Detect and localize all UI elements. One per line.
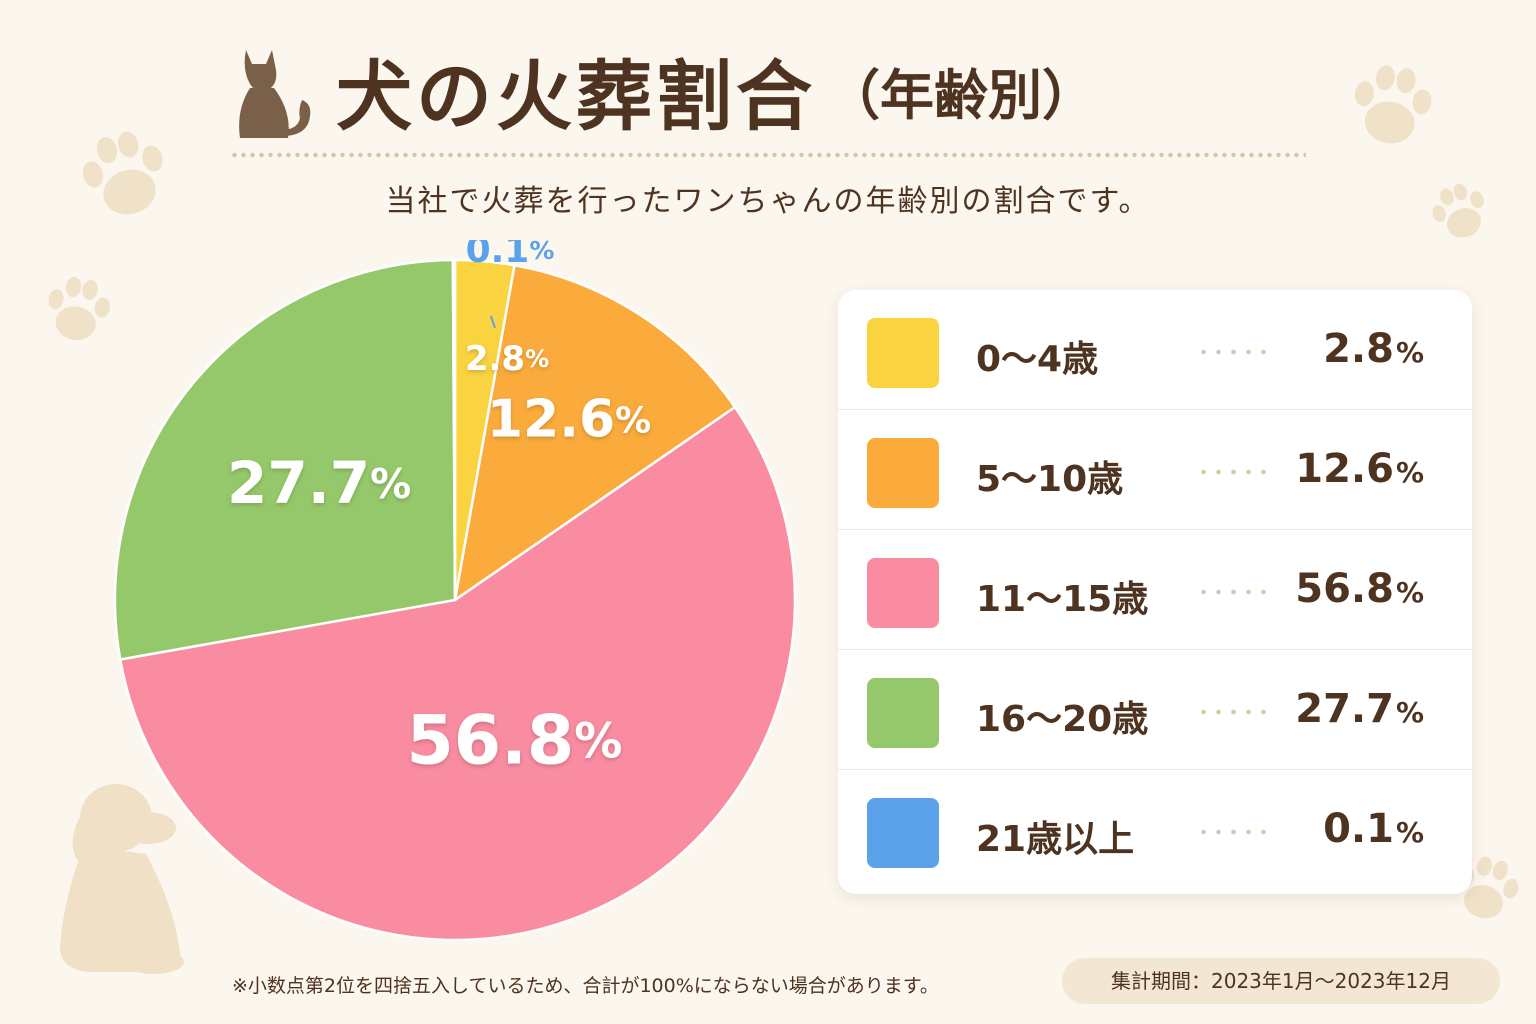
legend-swatch xyxy=(867,318,939,388)
legend-swatch xyxy=(867,438,939,508)
legend-value: 56.8% xyxy=(1295,566,1424,612)
paw-icon xyxy=(1424,176,1496,248)
legend-swatch xyxy=(867,678,939,748)
legend-value: 27.7% xyxy=(1295,686,1424,732)
pie-data-label: 27.7% xyxy=(227,449,411,517)
legend-item: 11～15歳 56.8% xyxy=(838,530,1472,650)
cat-icon xyxy=(222,40,318,140)
legend-dots xyxy=(1196,349,1272,355)
legend-value: 0.1% xyxy=(1323,806,1424,852)
legend-dots xyxy=(1196,829,1272,835)
legend-value: 2.8% xyxy=(1323,326,1424,372)
pie-data-label: 12.6% xyxy=(487,390,651,450)
legend-label: 16～20歳 xyxy=(976,699,1149,740)
paw-icon xyxy=(36,268,120,352)
legend-item: 16～20歳 27.7% xyxy=(838,650,1472,770)
title-wrap: 犬の火葬割合 （年齢別） xyxy=(222,30,1096,150)
legend: 0～4歳 2.8% 5～10歳 12.6% 11～15歳 56.8% 16～20… xyxy=(838,290,1472,894)
legend-label: 21歳以上 xyxy=(976,819,1135,860)
legend-swatch xyxy=(867,798,939,868)
pie-leader-line xyxy=(489,315,496,329)
legend-value: 12.6% xyxy=(1295,446,1424,492)
legend-item: 5～10歳 12.6% xyxy=(838,410,1472,530)
chart-title-sub: （年齢別） xyxy=(826,63,1096,127)
pie-slice-21-plus xyxy=(451,258,457,601)
legend-dots xyxy=(1196,709,1272,715)
legend-swatch xyxy=(867,558,939,628)
chart-title: 犬の火葬割合 xyxy=(336,52,816,141)
legend-dots xyxy=(1196,589,1272,595)
pie-data-label: 0.1% xyxy=(466,240,555,271)
pie-slice-11-15 xyxy=(118,405,797,942)
dog-silhouette-icon xyxy=(34,776,194,976)
pie-chart: 2.8% 12.6% 56.8% 27.7% 0.1% xyxy=(113,240,797,942)
footnote: ※小数点第2位を四捨五入しているため、合計が100%にならない場合があります。 xyxy=(232,975,939,997)
paw-icon xyxy=(70,120,180,230)
legend-label: 0～4歳 xyxy=(976,339,1099,380)
pie-slice-5-10 xyxy=(453,263,737,603)
paw-icon xyxy=(1340,54,1444,158)
legend-label: 5～10歳 xyxy=(976,459,1124,500)
chart-subtitle: 当社で火葬を行ったワンちゃんの年齢別の割合です。 xyxy=(385,184,1151,219)
pie-slice-16-20 xyxy=(113,258,457,661)
legend-item: 21歳以上 0.1% xyxy=(838,770,1472,890)
period-badge: 集計期間：2023年1月～2023年12月 xyxy=(1062,958,1500,1004)
legend-label: 11～15歳 xyxy=(976,579,1149,620)
header: 犬の火葬割合 （年齢別） xyxy=(0,30,1536,150)
legend-dots xyxy=(1196,469,1272,475)
title-divider xyxy=(230,152,1306,158)
pie-data-label: 2.8% xyxy=(465,339,549,379)
pie-data-label: 56.8% xyxy=(406,701,622,780)
legend-item: 0～4歳 2.8% xyxy=(838,290,1472,410)
